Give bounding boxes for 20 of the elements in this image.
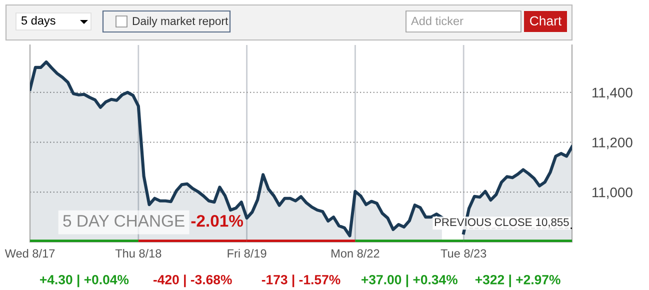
x-tick-label: Mon 8/22 — [332, 248, 380, 258]
y-tick-label: 11,400 — [592, 88, 632, 100]
text: 5 days — [21, 16, 56, 27]
y-tick-label: 11,000 — [592, 187, 632, 199]
x-tick-label: Wed 8/17 — [4, 248, 55, 258]
text: -420 | -3.68% — [154, 274, 232, 288]
annotation: 5 DAY CHANGE — [63, 214, 184, 227]
ref-line-label: PREVIOUS CLOSE 10,855 — [434, 218, 569, 228]
text: -173 | -1.57% — [262, 274, 340, 288]
annotation: -2.01% — [191, 214, 244, 227]
text: Chart — [530, 16, 562, 26]
text: Add ticker — [411, 16, 464, 26]
y-tick-label: 11,200 — [592, 138, 632, 150]
text: +322 | +2.97% — [475, 274, 560, 288]
text: +4.30 | +0.04% — [40, 274, 129, 288]
text: +37.00 | +0.34% — [362, 274, 458, 288]
x-tick-label: Thu 8/18 — [115, 248, 162, 258]
x-tick-label: Fri 8/19 — [228, 248, 266, 258]
x-tick-label: Tue 8/23 — [440, 248, 486, 258]
text: Daily market report — [132, 16, 228, 28]
